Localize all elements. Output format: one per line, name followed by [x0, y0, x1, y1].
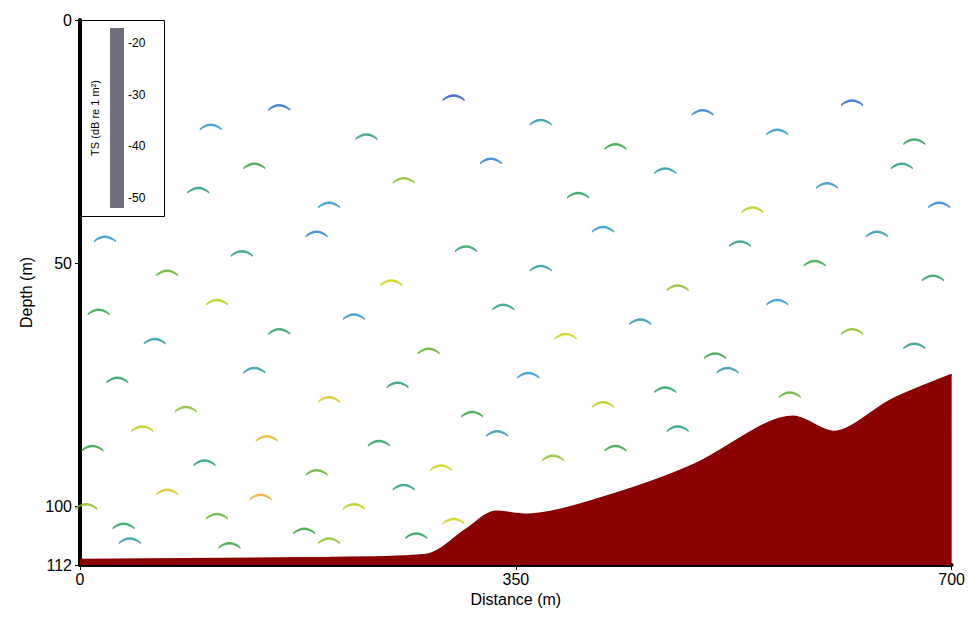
svg-text:100: 100 [45, 498, 72, 515]
svg-text:112: 112 [46, 557, 72, 574]
svg-text:Distance (m): Distance (m) [470, 591, 561, 608]
svg-text:50: 50 [54, 255, 72, 272]
svg-text:TS (dB re 1 m²): TS (dB re 1 m²) [89, 80, 101, 156]
svg-text:-30: -30 [128, 88, 146, 102]
svg-text:700: 700 [938, 571, 965, 588]
svg-text:0: 0 [63, 12, 72, 29]
svg-text:-20: -20 [128, 36, 146, 50]
svg-text:-50: -50 [128, 191, 146, 205]
svg-text:350: 350 [502, 571, 529, 588]
svg-text:0: 0 [76, 571, 85, 588]
svg-text:Depth (m): Depth (m) [18, 257, 35, 328]
svg-text:-40: -40 [128, 139, 146, 153]
